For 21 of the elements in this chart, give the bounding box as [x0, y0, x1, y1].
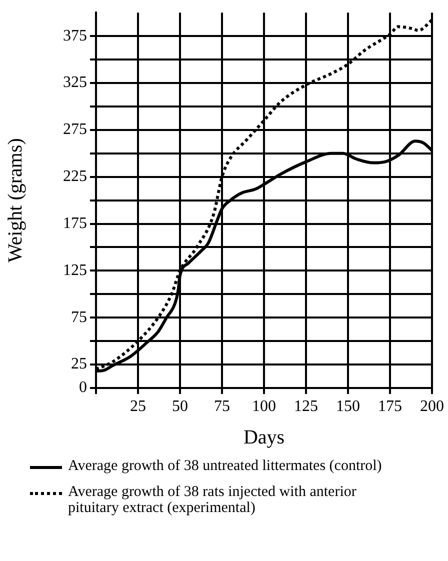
y-tick-label: 325	[63, 74, 87, 92]
y-tick-label: 375	[63, 27, 87, 44]
legend-label: Average growth of 38 untreated littermates (control)	[68, 458, 382, 474]
y-tick-label: 175	[63, 214, 87, 232]
x-tick-label: 150	[336, 398, 360, 415]
y-axis-title: Weight (grams)	[4, 138, 26, 263]
x-tick-label: 125	[294, 398, 318, 415]
x-axis-title: Days	[243, 426, 285, 448]
y-tick-label: 0	[79, 379, 87, 396]
x-tick-label: 25	[130, 398, 146, 415]
y-tick-label: 125	[63, 262, 87, 279]
x-tick-label: 75	[214, 398, 230, 415]
x-tick-label: 200	[420, 398, 444, 415]
y-tick-label: 225	[63, 168, 87, 186]
y-tick-label: 25	[71, 356, 87, 373]
x-tick-label: 100	[252, 398, 276, 415]
y-tick-label: 275	[63, 121, 87, 138]
legend-label: Average growth of 38 rats injected with anterior pituitary extract (experimental)	[68, 484, 358, 516]
x-tick-label: 50	[172, 398, 188, 415]
y-tick-label: 75	[71, 308, 87, 326]
x-tick-label: 175	[378, 398, 402, 415]
